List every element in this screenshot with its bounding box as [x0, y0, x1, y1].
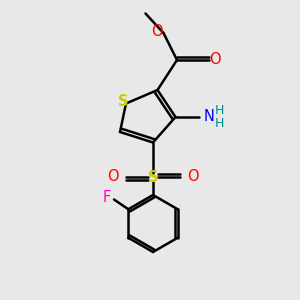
Text: O: O: [107, 169, 119, 184]
Text: O: O: [209, 52, 221, 67]
Text: O: O: [151, 24, 163, 39]
Text: O: O: [187, 169, 199, 184]
Text: S: S: [148, 169, 158, 184]
Text: N: N: [204, 109, 215, 124]
Text: H: H: [215, 117, 225, 130]
Text: F: F: [102, 190, 111, 206]
Text: S: S: [118, 94, 129, 109]
Text: H: H: [215, 103, 225, 117]
